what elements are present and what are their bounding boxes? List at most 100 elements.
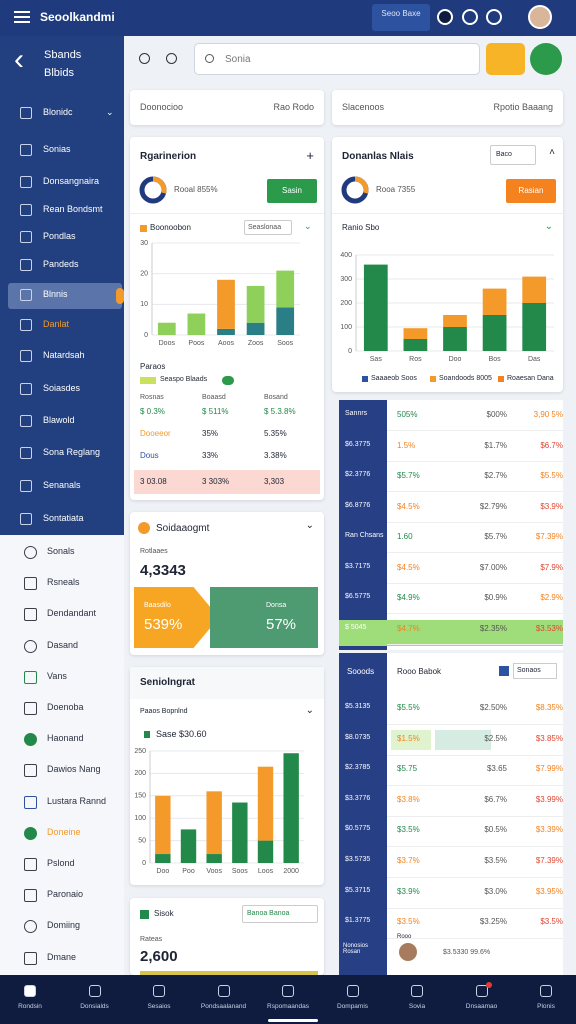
nav-item[interactable]: Pondlas (43, 231, 76, 241)
legend-swatch (362, 376, 368, 382)
nav-tab-icon[interactable] (217, 985, 230, 997)
table-cell: $3.39% (535, 825, 563, 835)
nav-item[interactable]: Doneine (47, 826, 81, 837)
nav-item[interactable]: Paronaio (47, 889, 84, 900)
kpi-left-label: Baasdilo (144, 602, 171, 609)
nav-tab[interactable]: Sesaios (147, 1003, 171, 1010)
nav-tab[interactable]: Dompamis (336, 1003, 369, 1010)
action-button[interactable]: Rasian (506, 179, 556, 203)
home-indicator (268, 1019, 318, 1022)
nav-icon (20, 107, 32, 119)
nav-icon (24, 639, 37, 653)
card-label: Rateas (140, 936, 163, 943)
summary-card: Sisok Banoa Banoa Rateas 2,600 (130, 898, 324, 975)
nav-tab-icon[interactable] (346, 985, 359, 997)
nav-item[interactable]: Dasand (47, 639, 79, 650)
nav-tab[interactable]: Rondsin (18, 1003, 42, 1010)
nav-tab[interactable]: Pondsaalanand (200, 1003, 247, 1010)
x-tick-label: Voos (206, 868, 222, 875)
alert-button[interactable] (486, 43, 525, 75)
row-line (387, 724, 563, 725)
nav-tab-icon[interactable] (475, 985, 488, 997)
x-tick-label: Ros (409, 356, 422, 363)
nav-tab[interactable]: Rspomaandas (267, 1003, 309, 1010)
nav-item[interactable]: Vans (47, 670, 67, 681)
add-button[interactable] (530, 43, 562, 75)
row-key: Sannrs (345, 410, 368, 417)
nav-item[interactable]: Pandeds (43, 259, 79, 269)
nav-item[interactable]: Blonidc (43, 107, 73, 117)
nav-item[interactable]: Lustara Rannd (47, 795, 107, 806)
nav-item[interactable]: Rsneals (47, 577, 80, 588)
nav-item[interactable]: Dendandant (47, 608, 97, 619)
nav-item[interactable]: Blnnis (43, 289, 68, 299)
nav-tab[interactable]: Donsialds (80, 1003, 109, 1010)
avatar[interactable] (528, 5, 552, 29)
stats-cell: $ 0.3% (140, 407, 165, 416)
card-icon (140, 910, 149, 919)
header-icon[interactable] (437, 9, 453, 25)
back-arrow[interactable]: ‹ (14, 43, 24, 76)
nav-tab-icon[interactable] (411, 985, 423, 997)
nav-item[interactable]: Haonand (47, 733, 84, 744)
filter-select[interactable]: Rpotio Baaang (493, 102, 553, 112)
bar (232, 802, 248, 863)
nav-item[interactable]: Doenoba (47, 702, 84, 712)
row-line (387, 430, 563, 431)
divider (332, 213, 563, 214)
nav-tab-icon[interactable] (24, 985, 36, 997)
nav-item[interactable]: Sonals (47, 546, 75, 556)
nav-item[interactable]: Soiasdes (43, 383, 81, 393)
nav-icon (20, 480, 32, 492)
legend-title: Paraos (140, 362, 166, 371)
stats-header: Rosnas (140, 394, 164, 401)
search-box[interactable]: Sonia (194, 43, 480, 75)
table-header[interactable]: Sonaos (513, 663, 557, 679)
nav-item[interactable]: Senanals (43, 480, 81, 490)
nav-tab-icon[interactable] (282, 985, 294, 997)
header-icon[interactable] (462, 9, 478, 25)
card-select[interactable]: Banoa Banoa (242, 905, 318, 923)
nav-item[interactable]: Donsangnaira (43, 176, 100, 186)
search-icon[interactable] (139, 53, 150, 64)
row-key: $1.3775 (345, 917, 371, 925)
kpi-label: Rotlaaes (140, 548, 168, 555)
menu-icon[interactable] (14, 11, 30, 23)
active-tab (116, 288, 124, 304)
nav-tab-icon[interactable] (153, 985, 165, 997)
nav-tab[interactable]: Sovia (408, 1003, 426, 1010)
nav-item[interactable]: Dmane (47, 951, 77, 962)
bottom-nav (0, 975, 576, 1024)
y-tick-label: 0 (142, 860, 146, 867)
y-tick-label: 0 (144, 332, 148, 339)
action-button[interactable]: Sasin (267, 179, 317, 203)
header-badge[interactable]: Seoo Baxe (372, 4, 430, 31)
header-swatch (499, 666, 509, 676)
donut-arc (152, 176, 167, 194)
filter-select[interactable]: Rao Rodo (273, 102, 314, 112)
bar (363, 264, 388, 351)
y-tick-label: 200 (340, 300, 352, 307)
nav-item[interactable]: Domiing (47, 920, 81, 931)
nav-item[interactable]: Blawold (43, 415, 75, 425)
nav-tab[interactable]: Plonis (537, 1003, 555, 1010)
legend-item: Soandoods 8005 (439, 375, 492, 382)
nav-item[interactable]: Sontatiata (43, 513, 84, 523)
nav-item[interactable]: Sona Reglang (43, 447, 101, 457)
nav-item[interactable]: Pslond (47, 858, 75, 868)
nav-tab-icon[interactable] (88, 985, 101, 997)
plus[interactable]: + (306, 148, 314, 163)
table-cell: $00% (486, 410, 507, 419)
nav-tab-icon[interactable] (540, 985, 552, 997)
nav-item[interactable]: Sonias (43, 144, 71, 154)
card-select[interactable]: Baco (490, 145, 536, 165)
filter-icon[interactable] (166, 53, 177, 64)
nav-item[interactable]: Danlat (43, 319, 70, 329)
x-tick-label: Bos (489, 356, 502, 363)
nav-item[interactable]: Natardsah (43, 350, 85, 360)
chart-select[interactable]: Seaslonaa (244, 220, 292, 235)
header-icon[interactable] (486, 9, 502, 25)
nav-item[interactable]: Rean Bondsmt (43, 204, 103, 214)
nav-tab[interactable]: Dnsaamao (465, 1003, 498, 1010)
nav-item[interactable]: Dawios Nang (47, 764, 101, 775)
